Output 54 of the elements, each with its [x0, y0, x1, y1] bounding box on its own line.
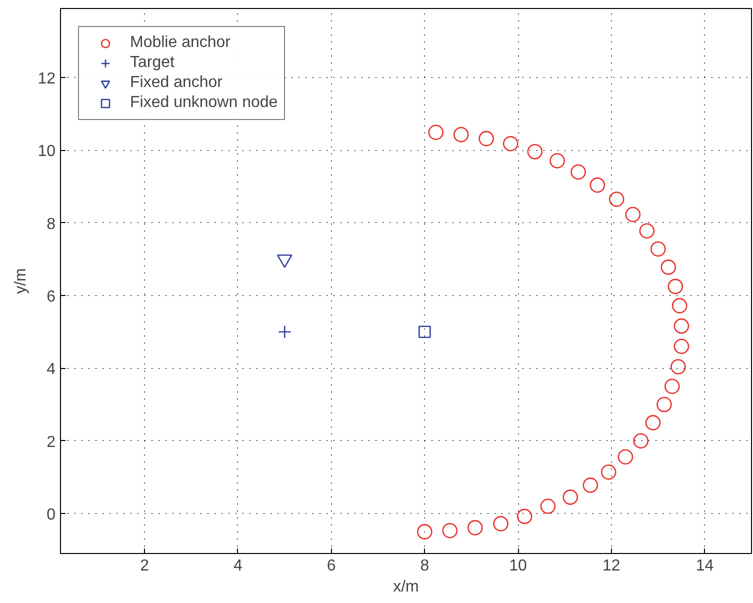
point: [639, 223, 655, 238]
point: [540, 498, 556, 514]
point: [590, 177, 606, 193]
point: [570, 164, 586, 180]
point: [618, 449, 634, 464]
point: [550, 153, 565, 168]
x-tick-label: 6: [326, 558, 336, 574]
point: [527, 144, 543, 160]
point: [417, 524, 432, 540]
x-tick-label: 2: [140, 558, 150, 574]
point: [502, 136, 518, 152]
point: [656, 396, 672, 412]
y-tick-label: 10: [38, 143, 56, 160]
point: [582, 478, 598, 493]
y-tick-label: 6: [46, 288, 56, 306]
point: [467, 520, 483, 536]
point: [516, 508, 532, 524]
x-tick-label: 10: [509, 558, 528, 574]
point: [562, 490, 578, 505]
x-tick-label: 12: [602, 558, 620, 574]
x-tick-label: 4: [233, 558, 242, 574]
point: [453, 126, 469, 142]
point: [278, 325, 292, 339]
point: [645, 415, 661, 430]
point: [478, 130, 494, 146]
point: [674, 318, 690, 334]
point: [660, 260, 676, 275]
y-axis-title: y/m: [12, 268, 30, 294]
point: [625, 206, 641, 222]
x-axis-title: x/m: [393, 578, 419, 596]
y-tick-label: 2: [46, 434, 56, 451]
legend-label: Moblie anchor: [130, 34, 230, 52]
point: [633, 433, 648, 449]
point: [418, 326, 431, 338]
point: [608, 192, 624, 207]
point: [668, 278, 684, 294]
point: [664, 378, 680, 394]
point: [428, 124, 444, 140]
legend-label: Fixed anchor: [130, 74, 222, 92]
y-tick-label: 4: [46, 361, 56, 378]
y-tick-label: 12: [38, 70, 56, 88]
point: [674, 338, 690, 354]
x-tick-label: 14: [696, 558, 714, 574]
legend-label: Target: [130, 54, 174, 72]
point: [670, 359, 686, 374]
y-tick-label: 8: [46, 216, 56, 233]
point: [493, 516, 508, 532]
point: [672, 298, 688, 314]
point: [600, 464, 616, 480]
point: [442, 522, 458, 538]
legend-label: Fixed unknown node: [130, 94, 278, 112]
point: [650, 241, 666, 257]
y-tick-label: 0: [46, 506, 56, 524]
x-tick-label: 8: [420, 558, 430, 574]
